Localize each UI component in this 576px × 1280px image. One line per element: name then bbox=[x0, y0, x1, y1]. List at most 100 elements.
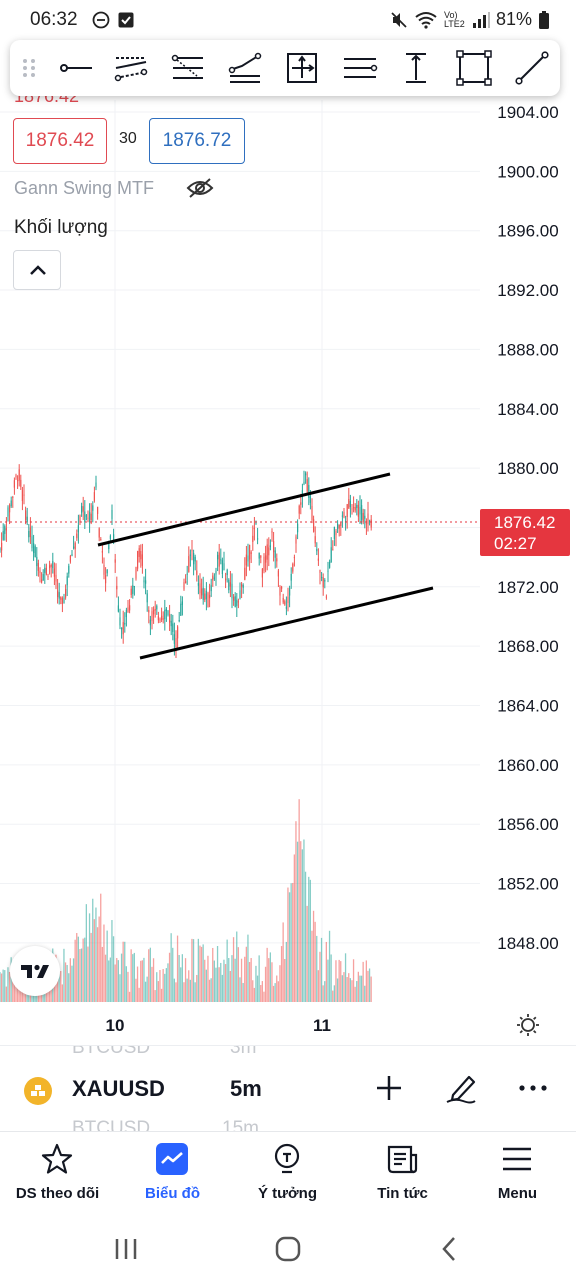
do-not-disturb-icon bbox=[92, 11, 110, 29]
volume-bar bbox=[87, 946, 89, 1002]
candle-body bbox=[289, 588, 291, 596]
volume-bar bbox=[106, 930, 108, 1002]
volume-bar bbox=[303, 839, 305, 1002]
candle-body bbox=[305, 473, 307, 476]
candle-body bbox=[204, 593, 206, 601]
candle-body bbox=[36, 556, 38, 567]
candle-body bbox=[301, 490, 303, 498]
status-right-group: Vo) LTE2 81% bbox=[390, 9, 550, 30]
candle-body bbox=[69, 555, 71, 562]
candle-body bbox=[23, 494, 25, 496]
trend-line-tool-icon[interactable] bbox=[512, 48, 552, 88]
symbol-search-button[interactable]: XAUUSD bbox=[72, 1076, 165, 1101]
sell-price-button[interactable]: 1876.42 bbox=[13, 118, 107, 164]
menu-icon bbox=[503, 1147, 531, 1171]
ghost-interval-above: 3m bbox=[230, 1045, 257, 1058]
volume-bar bbox=[192, 939, 195, 1002]
candle-body bbox=[183, 582, 185, 590]
volume-bar bbox=[196, 974, 198, 1002]
volume-bar bbox=[253, 987, 255, 1002]
drag-handle-icon[interactable] bbox=[14, 48, 44, 88]
volume-bar bbox=[221, 974, 223, 1002]
volume-bar bbox=[5, 986, 7, 1002]
back-icon[interactable] bbox=[432, 1231, 468, 1267]
nav-menu[interactable]: Menu bbox=[460, 1132, 575, 1218]
candle-body bbox=[37, 563, 39, 571]
ghost-symbol-below: BTCUSD bbox=[72, 1118, 151, 1131]
candle-body bbox=[186, 573, 188, 575]
price-axis-label: 1900.00 bbox=[497, 162, 558, 181]
volume-bar bbox=[13, 973, 15, 1002]
horizontal-ray-tool-icon[interactable] bbox=[56, 48, 96, 88]
candle-body bbox=[362, 512, 364, 523]
volume-bar bbox=[136, 966, 139, 1002]
candle-body bbox=[354, 507, 356, 511]
channel-lower-trendline[interactable] bbox=[139, 586, 434, 660]
candle-body bbox=[369, 521, 371, 523]
candle-body bbox=[281, 586, 283, 589]
collapse-legend-button[interactable] bbox=[13, 250, 61, 290]
battery-percent: 81% bbox=[495, 9, 532, 29]
buy-price-button[interactable]: 1876.72 bbox=[149, 118, 245, 164]
candle-body bbox=[17, 480, 19, 482]
candle-body bbox=[188, 556, 190, 572]
more-options-icon[interactable] bbox=[515, 1070, 551, 1106]
candle-body bbox=[177, 626, 179, 639]
interval-button[interactable]: 5m bbox=[230, 1076, 262, 1101]
candle-body bbox=[265, 555, 267, 563]
parallel-channel-tool-icon[interactable] bbox=[110, 48, 150, 88]
candle-body bbox=[237, 601, 239, 603]
volume-bar bbox=[47, 990, 49, 1002]
candle-body bbox=[97, 506, 99, 514]
candle-body bbox=[117, 605, 119, 612]
hidden-eye-icon[interactable] bbox=[186, 177, 214, 199]
tradingview-logo[interactable] bbox=[10, 946, 60, 996]
long-position-tool-icon[interactable] bbox=[282, 48, 322, 88]
channel-upper-trendline[interactable] bbox=[97, 472, 391, 547]
rectangle-tool-icon[interactable] bbox=[454, 48, 494, 88]
candle-body bbox=[233, 596, 235, 601]
chart-icon bbox=[156, 1143, 188, 1175]
volume-bar bbox=[256, 975, 259, 1002]
drawing-pen-icon[interactable] bbox=[443, 1070, 479, 1106]
candle-body bbox=[57, 590, 59, 598]
price-axis-label: 1872.00 bbox=[497, 578, 558, 597]
volume-bar bbox=[232, 937, 235, 1002]
chart-settings-icon[interactable] bbox=[516, 1013, 540, 1037]
candle-body bbox=[229, 582, 231, 587]
nav-watchlist[interactable]: DS theo dõi bbox=[0, 1132, 115, 1218]
nav-news[interactable]: Tin tức bbox=[345, 1132, 460, 1218]
horizontal-lines-tool-icon[interactable] bbox=[340, 48, 380, 88]
volume-bar bbox=[288, 892, 291, 1002]
home-icon[interactable] bbox=[270, 1231, 306, 1267]
volume-bar bbox=[269, 952, 271, 1002]
nav-ideas[interactable]: Ý tưởng bbox=[230, 1132, 345, 1218]
nav-chart[interactable]: Biểu đồ bbox=[115, 1132, 230, 1218]
candle-body bbox=[287, 596, 289, 604]
candle-body bbox=[52, 560, 54, 569]
mute-icon bbox=[391, 11, 407, 28]
indicator-name[interactable]: Gann Swing MTF bbox=[14, 178, 155, 198]
nav-label-menu: Menu bbox=[497, 1185, 538, 1202]
candle-body bbox=[55, 574, 57, 582]
volume-bar bbox=[125, 966, 127, 1002]
candle-body bbox=[306, 479, 308, 492]
price-range-tool-icon[interactable] bbox=[396, 48, 436, 88]
volume-bar bbox=[268, 958, 270, 1002]
add-plus-icon[interactable] bbox=[371, 1070, 407, 1106]
pitchfork-tool-icon[interactable] bbox=[224, 48, 264, 88]
volume-bar bbox=[72, 958, 75, 1002]
fib-retracement-tool-icon[interactable] bbox=[167, 48, 207, 88]
candle-body bbox=[338, 525, 340, 529]
volume-bar bbox=[330, 954, 332, 1002]
volume-bar bbox=[117, 960, 119, 1002]
candle-body bbox=[221, 560, 223, 575]
candle-body bbox=[0, 548, 1, 550]
candle-body bbox=[349, 500, 351, 508]
volume-indicator-label[interactable]: Khối lượng bbox=[14, 217, 108, 238]
candle-body bbox=[95, 482, 97, 488]
candle-body bbox=[5, 528, 7, 531]
volume-bar bbox=[93, 919, 95, 1002]
volume-bar bbox=[61, 984, 63, 1002]
recent-apps-icon[interactable] bbox=[108, 1231, 144, 1267]
